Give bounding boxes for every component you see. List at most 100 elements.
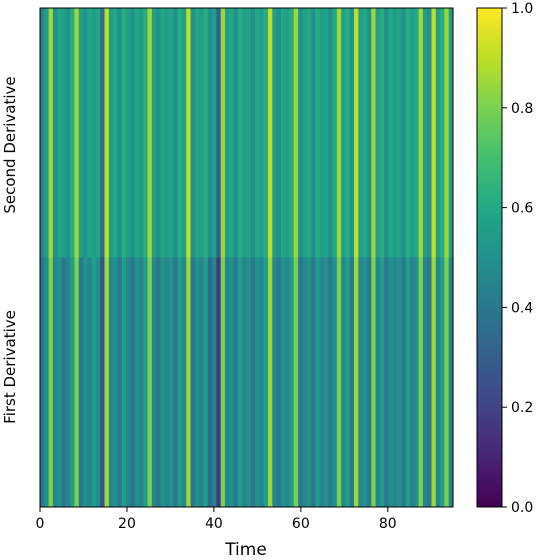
colorbar-ticks: 0.0 0.2 0.4 0.6 0.8 1.0 xyxy=(502,1,533,516)
heatmap-cell xyxy=(143,257,148,508)
heatmap-cell xyxy=(358,257,364,508)
heatmap-cell xyxy=(422,8,428,258)
x-axis-title: Time xyxy=(224,540,267,560)
heatmap-cell xyxy=(207,8,213,258)
heatmap-cell xyxy=(117,8,123,258)
heatmap-cell xyxy=(160,8,166,258)
heatmap-cell xyxy=(199,8,204,258)
heatmap-cell xyxy=(418,8,424,258)
heatmap-cell xyxy=(379,257,385,508)
heatmap-cell xyxy=(61,257,67,508)
heatmap-cell xyxy=(341,8,346,258)
heatmap-cell xyxy=(384,8,389,258)
heatmap-cell xyxy=(272,257,278,508)
heatmap-cell xyxy=(250,8,256,258)
heatmap-cell xyxy=(293,8,299,258)
heatmap-cell xyxy=(336,257,342,508)
heatmap-cell xyxy=(379,8,385,258)
x-axis-ticks: 0 20 40 60 80 xyxy=(36,507,397,532)
heatmap-cell xyxy=(440,8,445,258)
heatmap-cell xyxy=(388,257,394,508)
heatmap-cell xyxy=(177,257,183,508)
heatmap-cell xyxy=(345,257,351,508)
heatmap-cell xyxy=(401,257,407,508)
heatmap-cell xyxy=(405,8,411,258)
heatmap-cell xyxy=(250,257,256,508)
heatmap-cell xyxy=(229,8,234,258)
heatmap-cell xyxy=(392,257,398,508)
heatmap-cell xyxy=(65,8,71,258)
heatmap-cell xyxy=(237,8,243,258)
heatmap-cell xyxy=(48,257,54,508)
heatmap-cell xyxy=(315,8,321,258)
x-tick-label: 40 xyxy=(205,516,223,532)
heatmap-cell xyxy=(216,8,222,258)
heatmap-cell xyxy=(121,8,127,258)
x-tick-label: 60 xyxy=(292,516,310,532)
heatmap-cell xyxy=(332,257,338,508)
heatmap-cell xyxy=(392,8,398,258)
heatmap-cell xyxy=(203,257,209,508)
heatmap-cell xyxy=(151,8,157,258)
heatmap-cell xyxy=(74,257,80,508)
x-tick-label: 80 xyxy=(379,516,397,532)
heatmap-cell xyxy=(91,257,97,508)
heatmap-cell xyxy=(74,8,80,258)
heatmap-cell xyxy=(371,8,376,258)
heatmap-cell xyxy=(52,8,58,258)
heatmap-cell xyxy=(293,257,299,508)
heatmap-cell xyxy=(414,8,419,258)
x-tick-label: 20 xyxy=(118,516,136,532)
heatmap-cell xyxy=(362,257,368,508)
heatmap-cell xyxy=(397,8,402,258)
heatmap-cell xyxy=(435,257,441,508)
colorbar-tick-label: 0.0 xyxy=(511,500,533,516)
heatmap-cell xyxy=(233,257,239,508)
heatmap-cells xyxy=(40,8,454,508)
heatmap-cell xyxy=(319,257,325,508)
heatmap-cell xyxy=(276,8,282,258)
heatmap-cell xyxy=(134,8,140,258)
heatmap-cell xyxy=(61,8,67,258)
heatmap-cell xyxy=(431,8,437,258)
heatmap-cell xyxy=(336,8,342,258)
heatmap-cell xyxy=(44,257,49,508)
heatmap-cell xyxy=(375,257,381,508)
heatmap-cell xyxy=(397,257,402,508)
heatmap-cell xyxy=(435,8,441,258)
heatmap-cell xyxy=(384,257,389,508)
heatmap-cell xyxy=(186,257,191,508)
heatmap-cell xyxy=(48,8,54,258)
heatmap-cell xyxy=(130,257,136,508)
heatmap-cell xyxy=(332,8,338,258)
heatmap-cell xyxy=(181,8,187,258)
heatmap-cell xyxy=(371,257,376,508)
heatmap-cell xyxy=(173,8,179,258)
heatmap-cell xyxy=(259,8,265,258)
heatmap-cell xyxy=(409,257,415,508)
heatmap-cell xyxy=(220,257,226,508)
heatmap-cell xyxy=(177,8,183,258)
heatmap-cell xyxy=(444,257,450,508)
row-label-first-derivative: First Derivative xyxy=(1,310,19,424)
heatmap-cell xyxy=(285,8,290,258)
heatmap-cell xyxy=(147,257,153,508)
heatmap-cell xyxy=(126,8,131,258)
colorbar-tick-label: 1.0 xyxy=(511,1,533,17)
heatmap-cell xyxy=(108,257,114,508)
heatmap-cell xyxy=(113,8,118,258)
heatmap-cell xyxy=(207,257,213,508)
heatmap-cell xyxy=(323,257,329,508)
heatmap-cell xyxy=(117,257,123,508)
heatmap-cell xyxy=(349,257,355,508)
heatmap-cell xyxy=(401,8,407,258)
heatmap-cell xyxy=(83,257,88,508)
colorbar xyxy=(476,7,503,508)
heatmap-cell xyxy=(95,257,101,508)
heatmap-cell xyxy=(91,8,97,258)
heatmap-cell xyxy=(328,8,333,258)
heatmap-cell xyxy=(237,257,243,508)
heatmap-cell xyxy=(448,257,454,508)
heatmap-cell xyxy=(108,8,114,258)
